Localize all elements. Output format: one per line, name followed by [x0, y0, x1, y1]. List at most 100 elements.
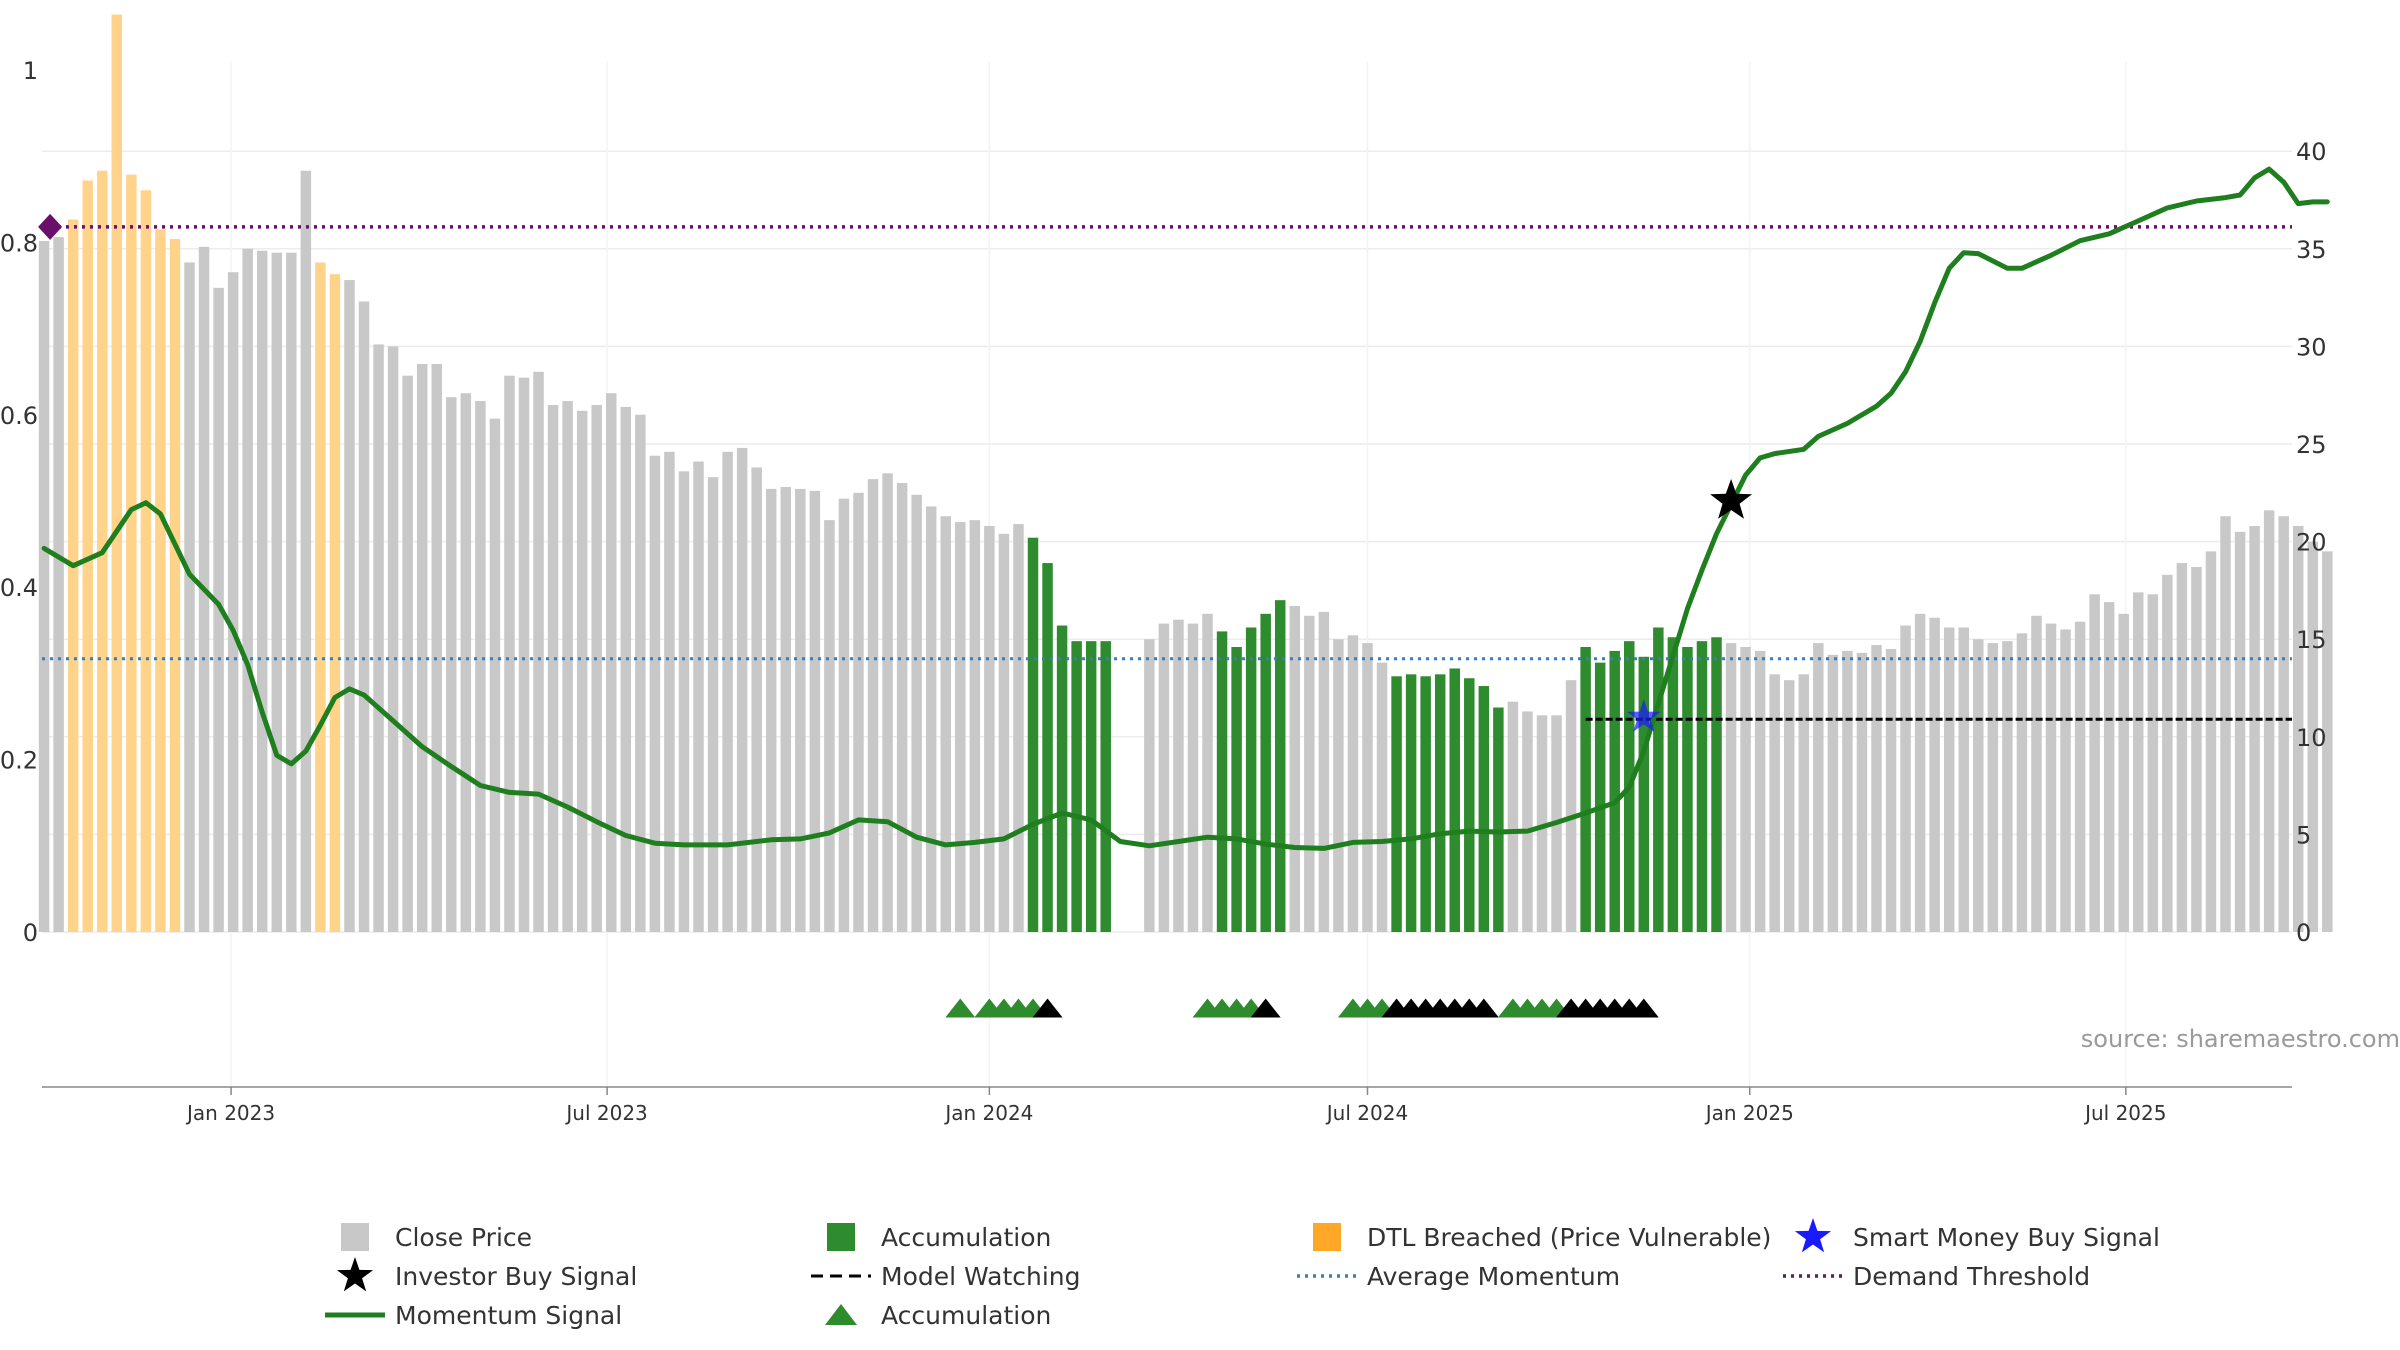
- legend-item: DTL Breached (Price Vulnerable): [1313, 1223, 1771, 1252]
- close-price-bar: [896, 483, 908, 932]
- legend-star-icon: [1794, 1218, 1832, 1253]
- close-price-bar: [649, 455, 661, 932]
- legend-swatch-square: [827, 1223, 855, 1251]
- legend-label: Momentum Signal: [395, 1301, 622, 1330]
- close-price-bar: [1754, 650, 1766, 932]
- accumulation-bar: [1478, 686, 1490, 932]
- close-price-bar: [2002, 641, 2013, 932]
- close-price-bar: [271, 252, 282, 933]
- close-price-bar: [242, 248, 253, 933]
- close-price-bar: [722, 451, 733, 932]
- right-tick-label: 40: [2296, 138, 2327, 166]
- dtl-breached-bar: [169, 239, 181, 933]
- close-price-bar: [1536, 715, 1548, 932]
- signal-markers: [38, 213, 1752, 1018]
- dtl-breached-bar: [329, 274, 341, 932]
- close-price-bar: [489, 418, 501, 932]
- close-price-bar: [1943, 627, 1955, 932]
- legend-label: Accumulation: [881, 1301, 1051, 1330]
- close-price-bar: [1900, 625, 1911, 932]
- legend-item: Average Momentum: [1297, 1262, 1620, 1291]
- legend-label: Accumulation: [881, 1223, 1051, 1252]
- close-price-bar: [1813, 643, 1824, 932]
- close-price-bar: [504, 375, 515, 932]
- dtl-breached-bar: [82, 180, 93, 933]
- close-price-bar: [925, 506, 937, 932]
- legend-label: Close Price: [395, 1223, 532, 1252]
- legend-swatch-square: [341, 1223, 369, 1251]
- close-price-bar: [2016, 633, 2028, 932]
- dtl-breached-bar: [126, 174, 137, 932]
- close-price-bar: [2118, 613, 2129, 932]
- accumulation-triangle: [945, 998, 976, 1018]
- accumulation-bar: [1391, 676, 1402, 932]
- accumulation-bar: [1420, 676, 1431, 932]
- close-price-bar: [53, 237, 64, 932]
- x-tick-label: Jan 2025: [1704, 1101, 1794, 1125]
- close-price-bar: [838, 498, 850, 932]
- accumulation-bar: [1245, 627, 1257, 932]
- close-price-bar: [1987, 643, 1999, 932]
- close-price-bar: [562, 401, 573, 932]
- legend-item: Demand Threshold: [1783, 1262, 2090, 1291]
- close-price-bar: [1958, 627, 1969, 932]
- source-label: source: sharemaestro.com: [2081, 1025, 2400, 1053]
- close-price-bar: [1871, 645, 1882, 932]
- close-price-bar: [256, 250, 268, 932]
- accumulation-bar: [1071, 641, 1082, 932]
- legend-label: Investor Buy Signal: [395, 1262, 637, 1291]
- x-tick-label: Jul 2024: [1325, 1101, 1408, 1125]
- close-price-bar: [2133, 592, 2144, 932]
- accumulation-bar: [1711, 637, 1722, 932]
- accumulation-bar: [1696, 641, 1708, 932]
- accumulation-bar: [1493, 707, 1504, 932]
- right-tick-label: 30: [2296, 333, 2327, 361]
- close-price-bar: [867, 479, 879, 932]
- accumulation-bar: [1260, 613, 1271, 932]
- dtl-breached-bar: [111, 14, 123, 933]
- dtl-breached-bar: [155, 229, 166, 932]
- momentum-signal-line: [41, 166, 2330, 851]
- close-price-bar: [2234, 531, 2246, 932]
- close-price-bar: [446, 397, 457, 933]
- close-price-bar: [911, 494, 922, 932]
- accumulation-bar: [1100, 641, 1111, 932]
- close-price-bar: [1173, 619, 1184, 932]
- x-tick-label: Jan 2023: [185, 1101, 275, 1125]
- close-price-bar: [998, 533, 1010, 932]
- accumulation-bar: [1594, 662, 1606, 932]
- x-tick-label: Jul 2023: [564, 1101, 647, 1125]
- close-price-bar: [1769, 674, 1780, 932]
- close-price-bar: [795, 488, 806, 932]
- close-price-bar: [2191, 566, 2202, 932]
- close-price-bar: [1347, 635, 1359, 932]
- close-price-bar: [1827, 654, 1839, 932]
- left-tick-label: 0: [23, 919, 38, 947]
- close-price-bar: [1507, 701, 1519, 932]
- dtl-breached-bar: [140, 190, 152, 933]
- close-price-bar: [2031, 615, 2042, 932]
- close-price-bar: [358, 301, 370, 932]
- close-price-bar: [547, 404, 559, 933]
- accumulation-bar: [1667, 637, 1679, 932]
- price-bars: [38, 14, 2333, 933]
- close-price-bar: [387, 346, 399, 932]
- close-price-bar: [576, 410, 588, 932]
- right-tick-label: 25: [2296, 431, 2327, 459]
- legend-item: Smart Money Buy Signal: [1794, 1218, 2160, 1253]
- close-price-bar: [300, 170, 312, 933]
- close-price-bar: [1885, 648, 1897, 932]
- close-price-bar: [2089, 594, 2100, 932]
- close-price-bar: [460, 393, 472, 932]
- accumulation-bar: [1609, 650, 1620, 932]
- legend-item: Model Watching: [811, 1262, 1081, 1291]
- accumulation-bar: [1085, 641, 1097, 932]
- accumulation-bar: [1042, 563, 1053, 932]
- left-tick-label: 0.6: [0, 402, 38, 430]
- smart-money-buy-star: [1626, 699, 1661, 732]
- close-price-bar: [431, 363, 442, 932]
- right-tick-label: 10: [2296, 724, 2327, 752]
- close-price-bar: [2074, 621, 2086, 932]
- close-price-bar: [809, 490, 821, 932]
